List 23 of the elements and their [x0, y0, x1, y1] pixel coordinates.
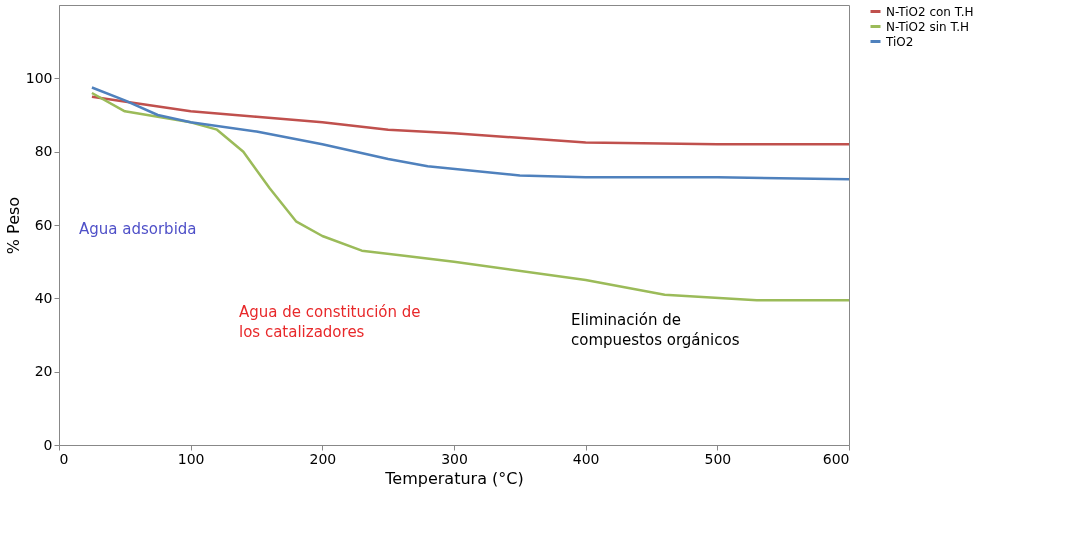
- y-axis-title: % Peso: [3, 196, 23, 255]
- y-tick-label: 80: [34, 143, 53, 160]
- y-tick-label: 20: [34, 363, 53, 380]
- x-tick-label: 300: [441, 450, 468, 467]
- y-tick-label: 0: [43, 436, 53, 453]
- x-tick-label: 200: [309, 450, 337, 467]
- annotation: Agua adsorbida: [79, 220, 197, 238]
- y-tick-label: 60: [34, 216, 53, 233]
- line-series: [90, 95, 851, 146]
- x-tick-label: 100: [177, 450, 205, 467]
- legend-label: N-TiO2 con T.H: [886, 4, 974, 19]
- legend-label: TiO2: [885, 34, 914, 49]
- x-tick-label: 500: [704, 450, 732, 467]
- x-tick-label: 0: [59, 450, 69, 467]
- line-series: [90, 86, 851, 181]
- annotation: Eliminación de compuestos orgánicos: [571, 311, 740, 349]
- x-tick-label: 600: [822, 450, 850, 467]
- annotation: Agua de constitución de los catalizadores: [239, 303, 421, 341]
- y-tick-label: 40: [34, 289, 53, 306]
- y-tick-label: 100: [25, 69, 53, 86]
- x-tick-label: 400: [572, 450, 600, 467]
- legend-label: N-TiO2 sin T.H: [886, 19, 970, 34]
- x-axis-title: Temperatura (°C): [384, 468, 524, 488]
